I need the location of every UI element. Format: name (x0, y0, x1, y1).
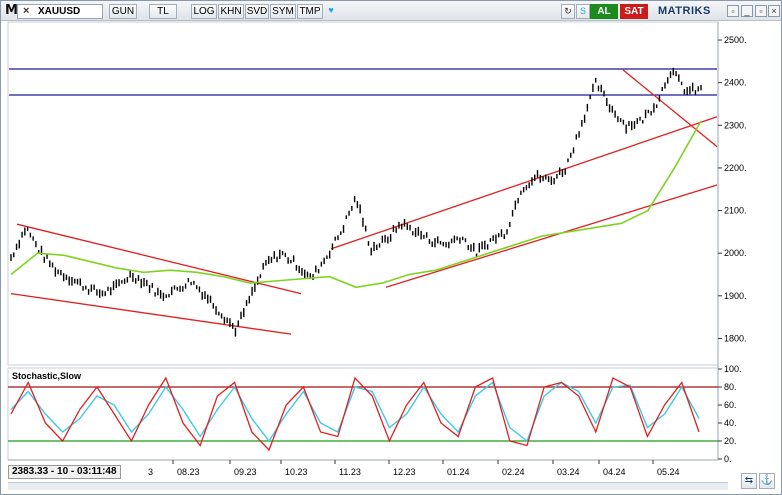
price-tick-label: 1900. (724, 291, 747, 301)
price-tick-label: 2100. (724, 206, 747, 216)
time-tick-label: 3 (148, 467, 153, 477)
price-bars (10, 67, 702, 337)
symbol-text: XAUUSD (38, 6, 81, 17)
time-tick-label: 11.23 (339, 467, 361, 477)
time-tick-label: 05.24 (657, 467, 680, 477)
restore-icon[interactable]: ▫ (755, 5, 767, 17)
close-icon[interactable]: × (768, 5, 780, 17)
time-tick-label: 04.24 (603, 467, 626, 477)
price-panel[interactable] (7, 21, 719, 366)
stochastic-k-line (10, 376, 700, 452)
stoch-tick-label: 80. (724, 382, 737, 392)
price-tick-label: 2000. (724, 248, 747, 258)
tmp-button[interactable]: TMP (297, 4, 323, 19)
khn-button[interactable]: KHN (218, 4, 244, 19)
time-tick-label: 09.23 (234, 467, 257, 477)
time-tick-label: 03.24 (557, 467, 580, 477)
price-axis: 2500. 2400. 2300. 2200. 2100. 2000. 1900. 1800. (718, 35, 747, 343)
stoch-axis: 100. 80. 60. 40. 20. 0. (718, 364, 742, 464)
cursor-readout: 2383.33 - 10 - 03:11:48 (8, 465, 121, 479)
time-tick-label: 08.23 (177, 467, 200, 477)
sell-button[interactable]: SAT (620, 4, 648, 19)
menu-button[interactable]: M (5, 3, 18, 18)
stoch-tick-label: 40. (724, 418, 737, 428)
close-symbol-icon[interactable]: × (23, 5, 30, 17)
stoch-tick-label: 60. (724, 400, 737, 410)
time-tick-label: 12.23 (393, 467, 416, 477)
buy-button[interactable]: AL (590, 4, 618, 19)
period-gun-button[interactable]: GUN (109, 4, 137, 19)
sym-button[interactable]: SYM (270, 4, 296, 19)
currency-tl-button[interactable]: TL (149, 4, 177, 19)
link-icon[interactable]: ⚓ (759, 473, 775, 489)
stoch-tick-label: 0. (724, 454, 732, 464)
price-tick-label: 2500. (724, 35, 747, 45)
price-tick-label: 2200. (724, 163, 747, 173)
sync-icon[interactable]: ⇆ (741, 473, 757, 489)
horizontal-levels (9, 68, 717, 96)
trend-line (385, 184, 718, 288)
stoch-tick-label: 100. (724, 364, 742, 374)
minimize-icon[interactable]: _ (741, 5, 753, 17)
time-scrollbar[interactable] (8, 482, 728, 490)
time-axis: 3 08.23 09.23 10.23 11.23 12.23 01.24 02.24 03.2… (148, 460, 680, 477)
time-tick-label: 01.24 (447, 467, 470, 477)
trend-line (10, 293, 292, 335)
symbol-input[interactable]: XAUUSD (17, 4, 103, 19)
trend-line (330, 116, 718, 250)
toolbar: M XAUUSD × GUN TL LOG KHN SVD SYM TMP ♥ … (1, 1, 781, 21)
brand-logo: MATRIKS (658, 5, 711, 17)
price-tick-label: 2300. (724, 120, 747, 130)
time-tick-label: 02.24 (502, 467, 525, 477)
trend-line (622, 69, 718, 148)
price-tick-label: 2400. (724, 78, 747, 88)
log-scale-button[interactable]: LOG (191, 4, 217, 19)
svd-button[interactable]: SVD (245, 4, 269, 19)
refresh-icon[interactable]: ↻ (561, 4, 575, 19)
stoch-tick-label: 20. (724, 436, 737, 446)
time-tick-label: 10.23 (285, 467, 308, 477)
skype-icon[interactable]: S (576, 4, 590, 19)
price-tick-label: 1800. (724, 333, 747, 343)
twitter-icon[interactable]: ♥ (328, 5, 334, 15)
stochastic-d-line (10, 381, 700, 443)
indicator-title: Stochastic,Slow (12, 371, 82, 381)
settings-icon[interactable]: ▫ (727, 5, 739, 17)
moving-average-line (10, 120, 702, 289)
